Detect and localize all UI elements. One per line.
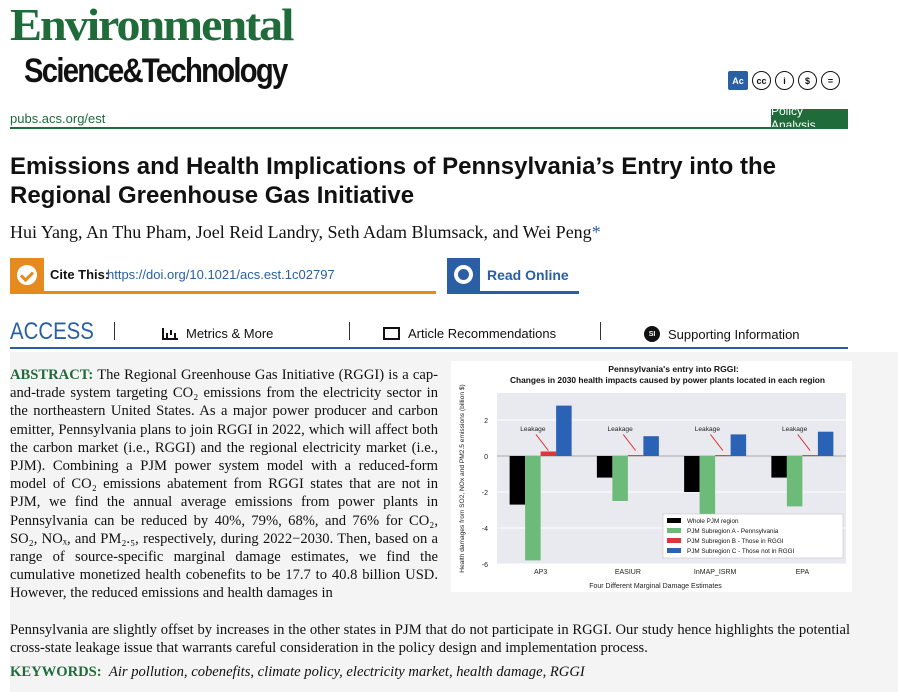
acs-ac-icon[interactable]: Ac [728,71,748,90]
bar [684,456,700,492]
bar [771,456,787,478]
bar [509,456,526,505]
corresponding-mark[interactable]: * [591,222,601,242]
x-axis-label: Four Different Marginal Damage Estimates [589,583,722,590]
y-tick-label: -4 [482,526,488,533]
chart-title: Pennsylvania's entry into RGGI: [608,364,739,374]
bar [612,456,628,501]
bar [525,456,541,561]
cite-label: Cite This: [50,267,110,282]
tab-metrics-label[interactable]: Metrics & More [186,326,274,341]
read-online-button[interactable] [447,258,579,294]
bar [817,431,834,456]
author-list: Hui Yang, An Thu Pham, Joel Reid Landry,… [10,222,601,243]
journal-logo-line1: Environmental [10,0,294,51]
keywords: KEYWORDS: Air pollution, cobenefits, cli… [10,664,585,681]
journal-url[interactable]: pubs.acs.org/est [10,111,106,126]
by-icon[interactable]: i [775,71,794,90]
legend-label: PJM Subregion C - Those not in RGGI [687,548,795,555]
y-tick-label: 0 [484,454,488,461]
section-badge: Policy Analysis [771,104,848,132]
legend-swatch [667,548,681,553]
bar [556,405,572,456]
bar-chart: Pennsylvania's entry into RGGI:Changes i… [459,364,846,590]
x-tick-label: AP3 [534,569,547,576]
x-tick-label: EASIUR [615,569,641,576]
leakage-annotation: Leakage [695,426,721,433]
chart-subtitle: Changes in 2030 health impacts caused by… [510,375,825,385]
divider [600,322,601,340]
article-title: Emissions and Health Implications of Pen… [10,153,776,209]
cc-icon[interactable]: cc [752,71,771,90]
leakage-arrow [535,434,549,451]
keywords-list: Air pollution, cobenefits, climate polic… [108,664,585,680]
leakage-annotation: Leakage [607,426,633,433]
leakage-annotation: Leakage [520,426,546,433]
divider [349,322,350,340]
abstract-label: ABSTRACT: [10,367,94,383]
tab-recommendations-label[interactable]: Article Recommendations [408,326,557,341]
cite-box [10,258,436,294]
legend-box [662,513,844,559]
bar [802,455,818,457]
leakage-annotation: Leakage [782,426,808,433]
legend-label: PJM Subregion B - Those in RGGI [687,538,784,545]
divider [114,322,115,340]
check-icon [10,258,44,291]
legend-swatch [667,538,681,543]
journal-logo-line2: Science&Technology [24,52,288,90]
leakage-arrow [797,434,811,451]
bar [715,455,731,457]
tab-supporting-info-label[interactable]: Supporting Information [668,326,800,342]
license-icons: Ac cc i $ = [728,71,840,91]
legend-swatch [667,518,681,523]
authors-text[interactable]: Hui Yang, An Thu Pham, Joel Reid Landry,… [10,222,592,242]
document-list-icon [383,327,400,340]
x-tick-label: InMAP_ISRM [694,569,737,576]
abstract-text: ABSTRACT: The Regional Greenhouse Gas In… [10,366,438,603]
tab-recommendations[interactable]: Article Recommendations [383,326,556,341]
doi-link[interactable]: https://doi.org/10.1021/acs.est.1c02797 [107,267,335,282]
bar [643,436,659,456]
y-tick-label: -2 [482,490,488,497]
bar [786,456,803,507]
leakage-arrow [622,434,637,451]
legend-swatch [667,528,681,533]
nd-icon[interactable]: = [821,71,840,90]
bar [627,455,644,457]
si-icon: SI [644,326,660,342]
toc-graphic: Pennsylvania's entry into RGGI: Changes i… [451,361,852,592]
access-rule [10,347,848,349]
y-tick-label: 2 [484,418,488,425]
read-online-label[interactable]: Read Online [487,267,569,283]
tab-metrics[interactable]: Metrics & More [162,326,273,341]
access-label: ACCESS [10,318,94,345]
keywords-label: KEYWORDS: [10,664,102,680]
abstract-body-1: The Regional Greenhouse Gas Initiative (… [10,367,439,602]
abstract-body-2: Pennsylvania are slightly offset by incr… [10,622,850,657]
x-tick-label: EPA [796,569,810,576]
legend-label: Whole PJM region [687,518,739,525]
bar [699,456,716,516]
y-axis-label: Health damages from SO2, NOx and PM2.5 e… [459,384,466,572]
bar [540,451,557,456]
globe-icon [447,258,480,291]
nc-icon[interactable]: $ [798,71,817,90]
header-rule [10,127,848,129]
bar-chart-icon [162,327,178,340]
y-tick-label: -6 [482,562,488,569]
leakage-arrow [710,434,724,451]
bar [596,456,613,478]
legend-label: PJM Subregion A - Pennsylvania [687,528,779,535]
tab-supporting-info[interactable]: SI Supporting Information [644,326,800,342]
bar [730,434,747,456]
